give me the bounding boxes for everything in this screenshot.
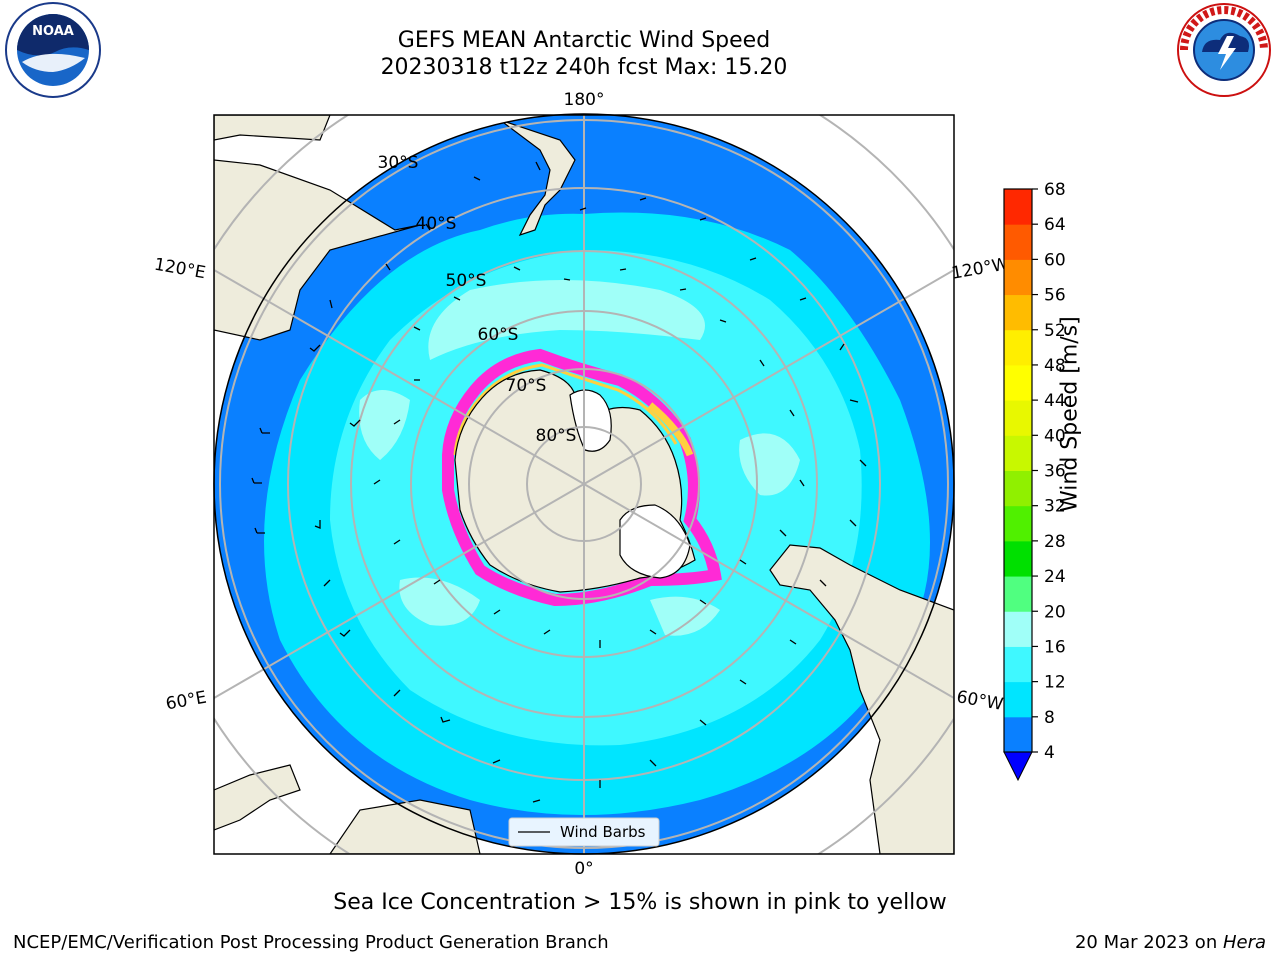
colorbar-tick-label: 48 xyxy=(1044,356,1066,376)
footer-credit: NCEP/EMC/Verification Post Processing Pr… xyxy=(13,932,609,953)
colorbar-tick-label: 44 xyxy=(1044,391,1066,411)
colorbar-segment xyxy=(1004,611,1032,647)
colorbar-tick-label: 24 xyxy=(1044,567,1066,587)
map-legend-box xyxy=(508,817,660,847)
colorbar-segment xyxy=(1004,189,1032,225)
chart-title: GEFS MEAN Antarctic Wind Speed xyxy=(397,28,771,53)
colorbar-tick-label: 20 xyxy=(1044,602,1066,622)
colorbar-segment xyxy=(1004,470,1032,507)
lon-label-180: 180° xyxy=(564,90,605,110)
colorbar-segment xyxy=(1004,646,1032,683)
colorbar-segment xyxy=(1004,224,1032,260)
chart-subtitle: 20230318 t12z 240h fcst Max: 15.20 xyxy=(380,55,788,80)
footer-date: 20 Mar 2023 on Hera xyxy=(1075,932,1266,953)
lat-label-40s: 40°S xyxy=(416,214,457,234)
noaa-logo-text: NOAA xyxy=(32,24,74,39)
colorbar-segment xyxy=(1004,294,1032,331)
colorbar-tick-label: 56 xyxy=(1044,286,1066,306)
colorbar-tick-label: 64 xyxy=(1044,215,1066,235)
colorbar-tick-label: 16 xyxy=(1044,637,1066,657)
colorbar-label: Wind Speed [m/s] xyxy=(1057,316,1083,512)
colorbar-tick-label: 4 xyxy=(1044,743,1055,763)
lat-label-70s: 70°S xyxy=(506,376,547,396)
colorbar-under-triangle xyxy=(1003,751,1033,782)
land-shape xyxy=(214,115,331,141)
madagascar-land xyxy=(214,764,301,831)
noaa-logo-icon: NOAA xyxy=(5,2,101,98)
nws-logo-icon xyxy=(1177,3,1271,97)
footer-machine: Hera xyxy=(1222,932,1266,953)
colorbar-segment xyxy=(1004,329,1032,366)
colorbar-tick-label: 12 xyxy=(1044,673,1066,693)
wind-band-16-20 xyxy=(428,280,705,360)
colorbar-segment xyxy=(1004,576,1032,612)
wind-barbs xyxy=(251,161,867,803)
colorbar-tick-label: 40 xyxy=(1044,426,1066,446)
lat-label-30s: 30°S xyxy=(378,153,419,173)
colorbar-segment xyxy=(1004,259,1032,296)
new-zealand-land xyxy=(499,119,576,237)
colorbar-tick-label: 32 xyxy=(1044,497,1066,517)
ross-ice-shelf xyxy=(569,389,612,452)
colorbar-tick-label: 28 xyxy=(1044,532,1066,552)
lat-label-50s: 50°S xyxy=(446,271,487,291)
colorbar-tick-label: 36 xyxy=(1044,462,1066,482)
colorbar-segment xyxy=(1004,505,1032,542)
map-legend-label: Wind Barbs xyxy=(560,823,646,841)
sea-ice-note: Sea Ice Concentration > 15% is shown in … xyxy=(333,890,947,915)
colorbar-tick-label: 8 xyxy=(1044,708,1055,728)
colorbar-segment xyxy=(1004,400,1032,436)
lat-label-80s: 80°S xyxy=(536,426,577,446)
colorbar-segment xyxy=(1004,716,1032,753)
sea-ice-edge xyxy=(442,348,722,607)
colorbar-tick-label: 60 xyxy=(1044,250,1066,270)
colorbar-tick-label: 68 xyxy=(1044,180,1066,200)
colorbar-segment xyxy=(1004,540,1032,577)
lon-label-0: 0° xyxy=(574,859,593,879)
lat-label-60s: 60°S xyxy=(478,325,519,345)
colorbar-segment xyxy=(1004,681,1032,718)
map-graticule xyxy=(214,115,954,854)
colorbar-segment xyxy=(1004,364,1032,401)
footer-date-text: 20 Mar 2023 on xyxy=(1074,932,1223,953)
colorbar-tick-label: 52 xyxy=(1044,321,1066,341)
map-frame xyxy=(213,114,955,855)
colorbar-segment xyxy=(1004,435,1032,471)
